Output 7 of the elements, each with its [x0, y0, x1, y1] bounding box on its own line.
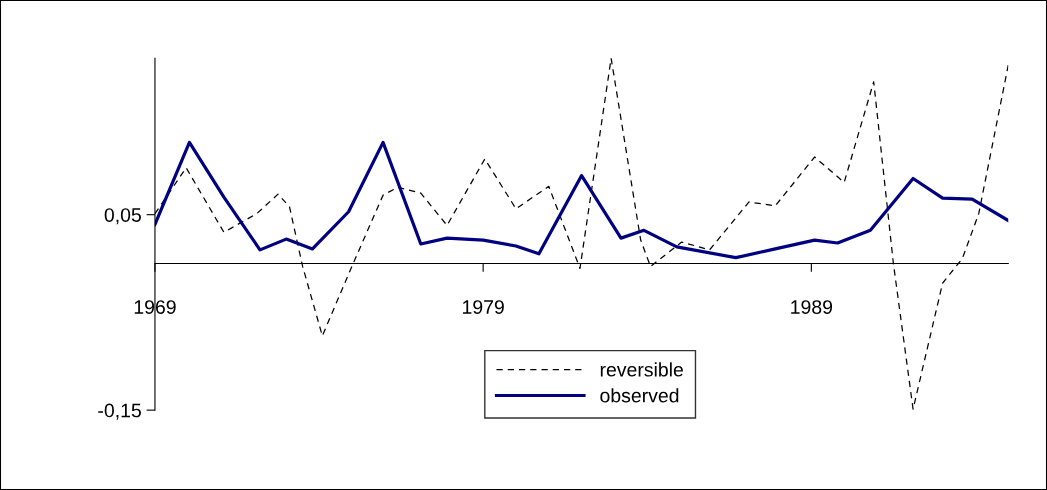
y-tick-label: -0,15	[98, 403, 141, 420]
x-tick-label: 1989	[791, 300, 833, 314]
legend-label: observed	[600, 388, 679, 403]
y-tick-label: 0,05	[104, 208, 141, 225]
legend-label: reversible	[600, 362, 683, 377]
x-tick-label: 1979	[463, 300, 504, 314]
line-series	[154, 140, 1009, 260]
